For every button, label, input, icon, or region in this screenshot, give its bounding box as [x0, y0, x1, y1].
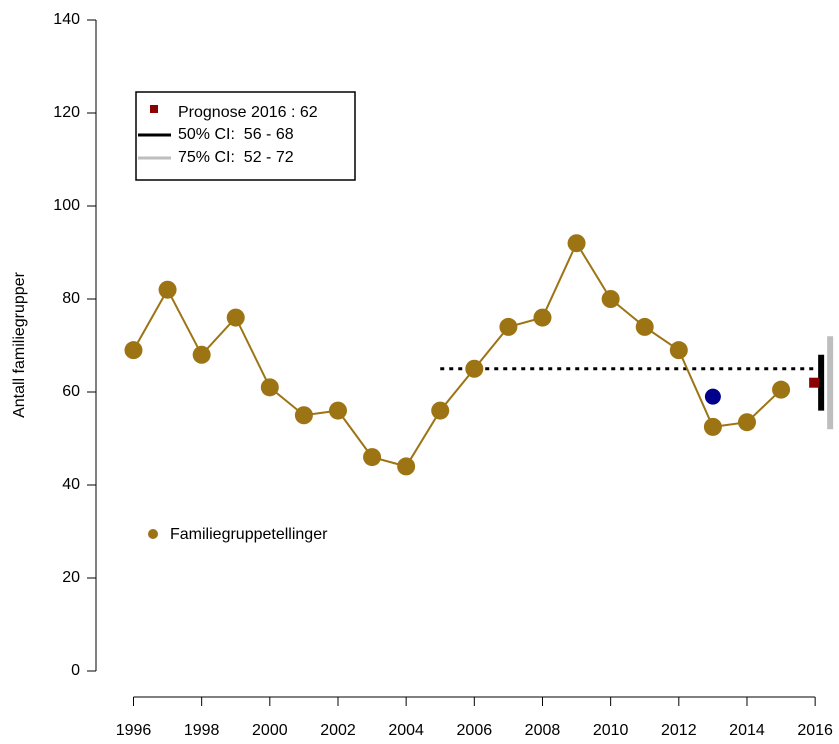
x-tick-label: 1998: [184, 722, 220, 739]
x-tick-label: 2012: [661, 722, 697, 739]
data-point: [124, 341, 143, 360]
data-point: [737, 413, 756, 432]
data-point: [703, 417, 722, 436]
x-tick-label: 2008: [525, 722, 561, 739]
y-tick-label: 20: [62, 569, 80, 586]
data-point: [465, 359, 484, 378]
data-point: [192, 345, 211, 364]
legend-label: 75% CI: 52 - 72: [178, 149, 294, 166]
y-tick-label: 80: [62, 290, 80, 307]
legend-label: Prognose 2016 : 62: [178, 104, 318, 121]
data-point: [772, 380, 791, 399]
data-point: [601, 290, 620, 308]
legend-marker: [150, 105, 158, 113]
y-axis-label: Antall familiegrupper: [11, 271, 28, 418]
data-point: [669, 341, 688, 360]
data-point: [158, 280, 177, 299]
legend-box: [135, 91, 356, 181]
y-tick-label: 40: [62, 476, 80, 493]
x-tick-label: 2010: [593, 722, 629, 739]
data-point: [226, 308, 245, 327]
data-point: [397, 457, 416, 476]
data-point: [294, 406, 313, 425]
legend-label: Familiegruppetellinger: [170, 526, 328, 543]
data-point: [635, 317, 654, 336]
data-point: [533, 308, 552, 327]
x-tick-label: 2006: [457, 722, 493, 739]
y-tick-label: 120: [53, 104, 80, 121]
x-tick-label: 2016: [797, 722, 833, 739]
x-tick-label: 2014: [729, 722, 765, 739]
x-tick-label: 2004: [388, 722, 424, 739]
y-tick-label: 60: [62, 383, 80, 400]
x-tick-label: 1996: [116, 722, 152, 739]
data-point: [431, 401, 450, 420]
data-point: [363, 448, 382, 467]
data-point: [499, 317, 518, 336]
data-point: [260, 378, 279, 397]
legend-marker: [148, 529, 158, 539]
y-tick-label: 140: [53, 11, 80, 28]
x-tick-label: 2000: [252, 722, 288, 739]
forecast-point: [809, 377, 820, 388]
data-point: [328, 401, 347, 420]
y-tick-label: 100: [53, 197, 80, 214]
y-tick-label: 0: [71, 662, 80, 679]
highlight-point: [704, 388, 721, 405]
legend-label: 50% CI: 56 - 68: [178, 126, 294, 143]
data-point: [567, 234, 586, 253]
x-tick-label: 2002: [320, 722, 356, 739]
